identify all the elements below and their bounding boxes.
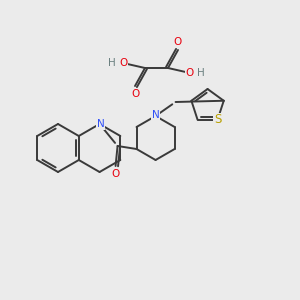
Text: S: S <box>214 113 221 126</box>
Text: O: O <box>131 89 139 99</box>
Text: O: O <box>174 37 182 47</box>
Text: N: N <box>97 119 104 129</box>
Text: H: H <box>108 58 116 68</box>
Text: N: N <box>152 110 159 120</box>
Text: O: O <box>186 68 194 78</box>
Text: O: O <box>119 58 127 68</box>
Text: O: O <box>111 169 120 179</box>
Text: H: H <box>197 68 205 78</box>
